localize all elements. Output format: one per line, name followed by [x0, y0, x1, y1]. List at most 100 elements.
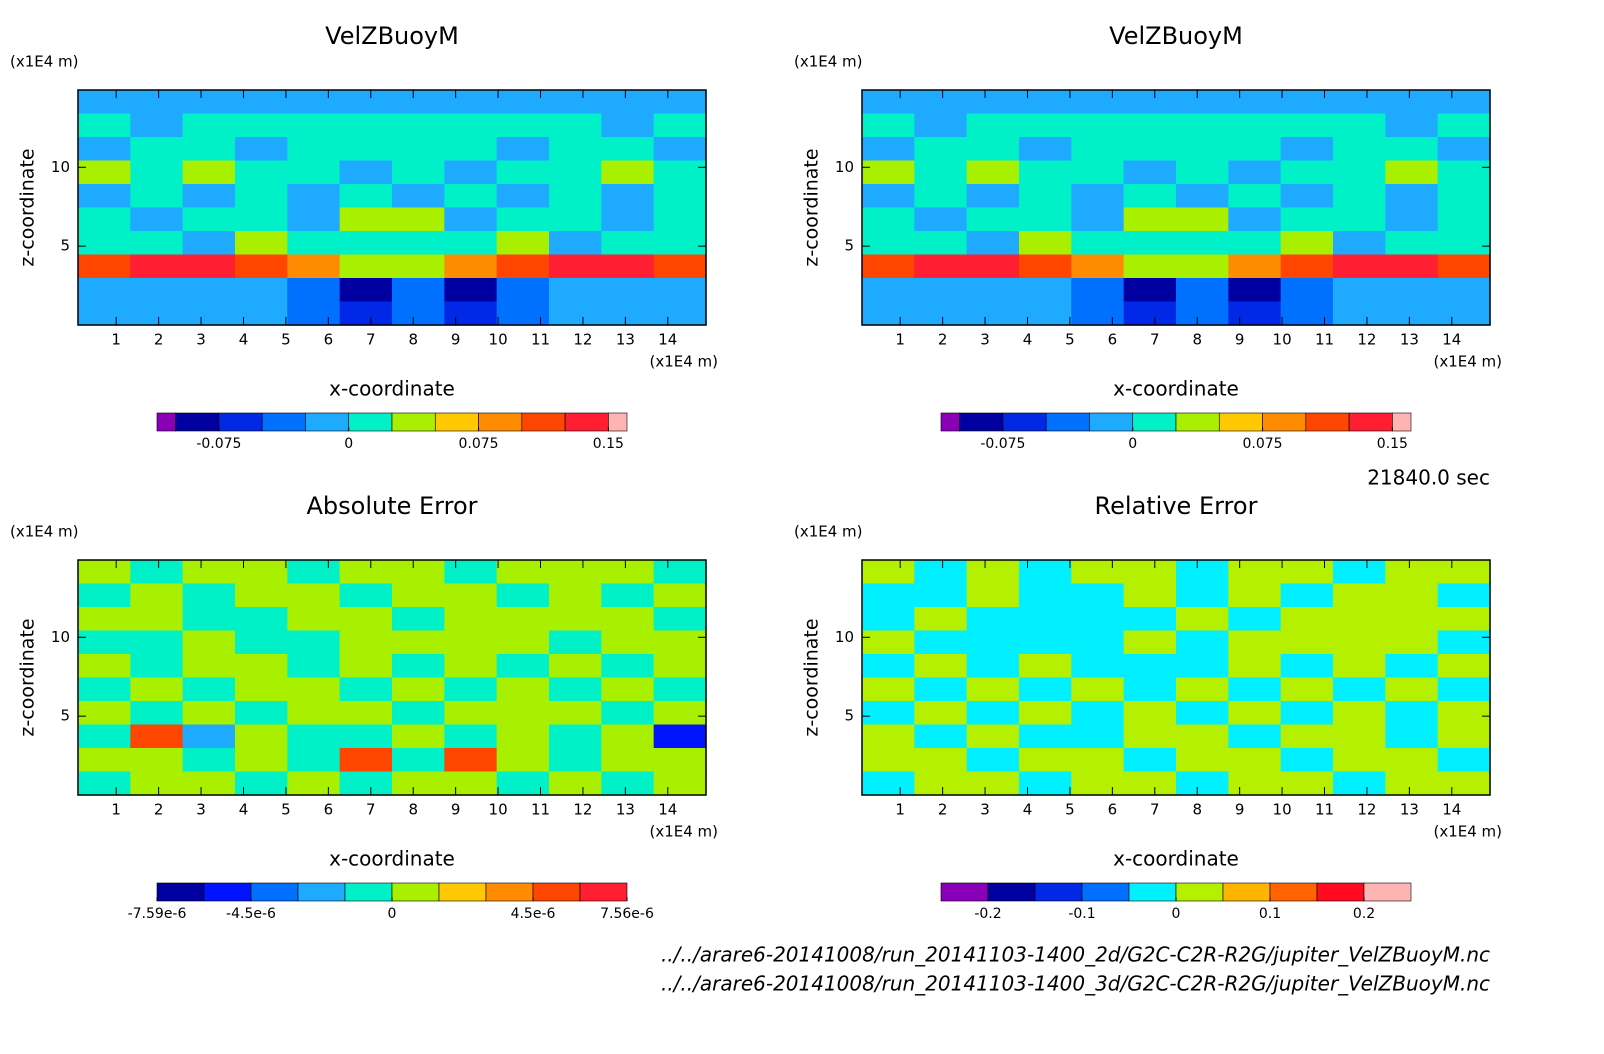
contour-cell	[1437, 113, 1491, 138]
time-label: 21840.0 sec	[1367, 466, 1490, 490]
contour-cell	[1333, 231, 1386, 256]
contour-cell	[862, 254, 915, 279]
contour-cell	[130, 160, 184, 185]
colorbar-box	[1392, 412, 1412, 432]
contour-cell	[1176, 160, 1229, 185]
contour-cell	[1228, 677, 1282, 702]
contour-cell	[130, 184, 184, 209]
colorbar-box	[1128, 882, 1177, 902]
contour-cell	[1123, 583, 1177, 608]
contour-cell	[392, 560, 445, 585]
contour-cell	[130, 701, 184, 726]
contour-cell	[130, 90, 184, 115]
x-tick-label: 1	[111, 331, 121, 349]
y-axis-label: z-coordinate	[801, 148, 823, 266]
contour-cell	[1385, 90, 1439, 115]
y-unit: (x1E4 m)	[10, 53, 79, 71]
contour-cell	[1176, 184, 1229, 209]
contour-cell	[392, 278, 445, 303]
contour-cell	[862, 583, 915, 608]
colorbar-box	[391, 412, 436, 432]
contour-cell	[392, 607, 445, 632]
colorbar-box	[521, 412, 566, 432]
contour-cell	[287, 654, 341, 679]
contour-cell	[966, 654, 1020, 679]
contour-cell	[862, 160, 915, 185]
contour-cell	[1385, 113, 1439, 138]
contour-cell	[1176, 113, 1229, 138]
contour-cell	[601, 724, 655, 749]
contour-cell	[653, 90, 707, 115]
colorbar-tick-label: 0	[1172, 906, 1181, 922]
contour-cell	[1333, 630, 1386, 655]
y-unit: (x1E4 m)	[794, 523, 863, 541]
contour-cell	[653, 231, 707, 256]
x-tick-label: 10	[489, 331, 508, 349]
contour-cell	[1437, 630, 1491, 655]
x-tick-label: 12	[1357, 801, 1376, 819]
contour-cell	[1176, 724, 1229, 749]
colorbar-box	[1218, 412, 1263, 432]
contour-cell	[549, 748, 602, 773]
contour-cell	[966, 278, 1020, 303]
contour-cell	[182, 607, 236, 632]
plot-frame	[77, 89, 707, 326]
contour-cell	[287, 771, 341, 796]
contour-cell	[496, 207, 550, 232]
contour-cell	[1228, 748, 1282, 773]
contour-cell	[287, 607, 341, 632]
contour-cell	[1280, 748, 1334, 773]
contour-cell	[1123, 278, 1177, 303]
contour-cell	[392, 583, 445, 608]
x-tick-label: 5	[1065, 801, 1075, 819]
contour-cell	[496, 583, 550, 608]
contour-cell	[444, 748, 498, 773]
contour-cell	[914, 184, 968, 209]
contour-cell	[1385, 630, 1439, 655]
contour-cell	[182, 278, 236, 303]
x-tick-label: 12	[573, 331, 592, 349]
x-tick-label: 9	[451, 331, 461, 349]
contour-cell	[1019, 207, 1072, 232]
contour-cell	[914, 231, 968, 256]
y-axis-label: z-coordinate	[17, 148, 39, 266]
contour-cell	[966, 231, 1020, 256]
colorbar-box	[391, 882, 440, 902]
contour-cell	[287, 160, 341, 185]
contour-cell	[653, 630, 707, 655]
contour-cell	[1019, 748, 1072, 773]
contour-cell	[392, 137, 445, 162]
contour-cell	[1071, 583, 1125, 608]
x-tick-label: 3	[196, 331, 206, 349]
contour-cell	[78, 724, 131, 749]
contour-cell	[653, 560, 707, 585]
contour-cell	[1019, 278, 1072, 303]
contour-cell	[653, 113, 707, 138]
x-tick-label: 11	[1315, 331, 1334, 349]
contour-cell	[1333, 184, 1386, 209]
colorbar-tick-label: 0	[388, 906, 397, 922]
contour-cell	[496, 90, 550, 115]
colorbar-tick-label: 0	[344, 436, 353, 452]
contour-cell	[130, 231, 184, 256]
contour-cell	[1071, 137, 1125, 162]
contour-cell	[130, 677, 184, 702]
contour-cell	[1176, 301, 1229, 326]
contour-cell	[653, 301, 707, 326]
contour-cell	[235, 160, 288, 185]
contour-cell	[287, 583, 341, 608]
contour-cell	[182, 254, 236, 279]
contour-cell	[1176, 654, 1229, 679]
contour-cell	[287, 748, 341, 773]
contour-cell	[1385, 278, 1439, 303]
colorbar-box	[261, 412, 306, 432]
x-tick-label: 2	[154, 801, 164, 819]
contour-cell	[444, 701, 498, 726]
colorbar-box	[1175, 412, 1220, 432]
contour-cell	[1123, 113, 1177, 138]
contour-cell	[339, 701, 393, 726]
contour-cell	[339, 207, 393, 232]
contour-cell	[392, 630, 445, 655]
contour-cell	[1071, 207, 1125, 232]
contour-cell	[339, 677, 393, 702]
